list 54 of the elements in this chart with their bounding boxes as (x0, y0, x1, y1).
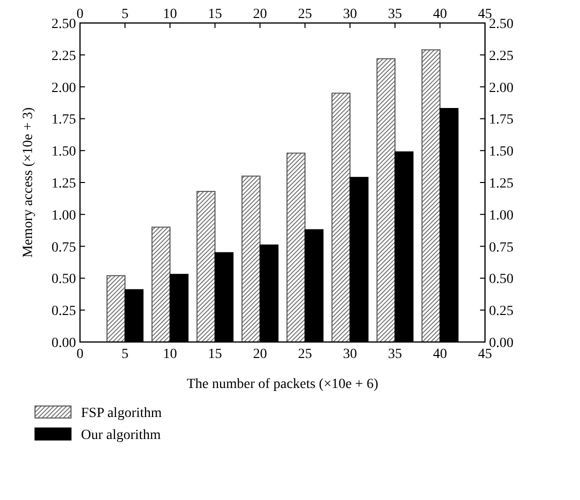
y-tick-label: 2.50 (52, 17, 76, 32)
y2-tick-label: 2.25 (489, 48, 514, 64)
x2-tick-label: 45 (478, 347, 492, 362)
y2-tick-label: 0.50 (489, 272, 514, 288)
bar (286, 152, 306, 342)
x-tick-label: 25 (298, 7, 312, 22)
x-tick-label: 10 (163, 7, 177, 22)
y-tick-label: 1.00 (52, 208, 76, 224)
bar (152, 226, 170, 342)
bar (332, 92, 350, 342)
x-tick-label: 15 (208, 7, 222, 22)
x2-tick-label: 25 (298, 347, 312, 362)
x2-tick-label: 30 (343, 347, 357, 362)
bar (196, 190, 216, 342)
legend-label: FSP algorithm (81, 406, 162, 421)
x-tick-label: 0 (76, 7, 84, 22)
y2-tick-label: 1.75 (489, 112, 514, 128)
x2-tick-label: 15 (208, 347, 222, 362)
y-tick-label: 0.75 (52, 240, 76, 256)
bar (106, 275, 126, 342)
x-tick-label: 30 (343, 7, 357, 22)
y-tick-label: 1.25 (52, 176, 76, 192)
x-tick-label: 40 (433, 7, 447, 22)
y2-tick-label: 0.75 (489, 240, 514, 256)
x2-tick-label: 0 (76, 347, 84, 362)
bar (242, 176, 260, 342)
y-tick-label: 1.75 (52, 112, 76, 128)
x-axis-title: The number of packets (×10e + 6) (186, 377, 379, 392)
y2-tick-label: 1.00 (489, 208, 514, 224)
y-tick-label: 0.50 (52, 272, 76, 288)
y-tick-label: 0.25 (52, 304, 76, 320)
y2-tick-label: 0.25 (489, 304, 514, 320)
bar (422, 49, 440, 342)
y2-tick-label: 1.25 (489, 176, 514, 192)
legend-label: Our algorithm (81, 428, 161, 443)
y-tick-label: 1.50 (52, 144, 76, 160)
x2-tick-label: 10 (163, 347, 177, 362)
x2-tick-label: 5 (122, 347, 128, 362)
x2-tick-label: 35 (388, 347, 402, 362)
x-tick-label: 5 (122, 7, 128, 22)
y-tick-label: 2.00 (52, 80, 76, 96)
bar (376, 58, 396, 342)
y2-tick-label: 2.00 (489, 80, 514, 96)
y2-tick-label: 0.00 (489, 336, 514, 351)
x2-tick-label: 40 (433, 347, 447, 362)
x-tick-label: 20 (253, 7, 267, 22)
x2-tick-label: 20 (253, 347, 267, 362)
y2-tick-label: 2.50 (489, 17, 514, 32)
x-tick-label: 35 (388, 7, 402, 22)
y-tick-label: 0.00 (52, 336, 76, 351)
y2-tick-label: 1.50 (489, 144, 514, 160)
y-tick-label: 2.25 (52, 48, 76, 64)
y-axis-title: Memory access (×10e + 3) (21, 107, 36, 258)
x-tick-label: 45 (478, 7, 492, 22)
